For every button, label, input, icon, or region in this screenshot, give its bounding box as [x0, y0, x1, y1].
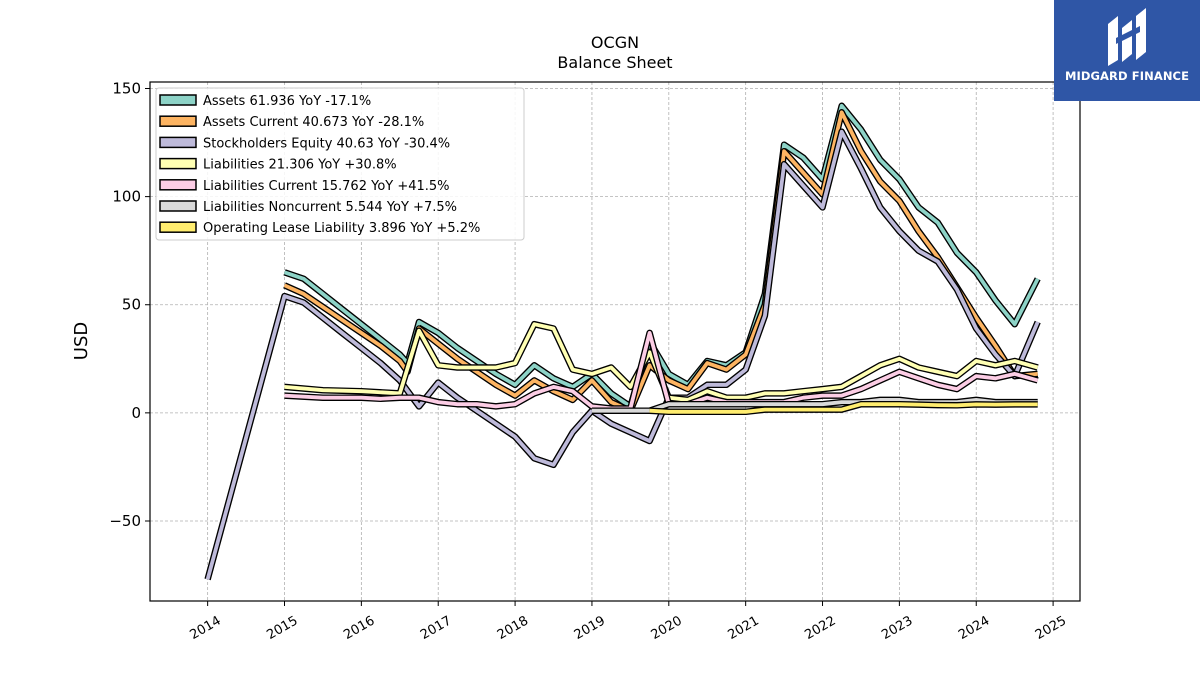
series-line: [649, 402, 1038, 414]
legend: Assets 61.936 YoY -17.1% Assets Current 4…: [155, 87, 525, 241]
legend-swatch: [159, 157, 197, 170]
series-operating-lease-liability: [649, 400, 1038, 416]
legend-entry-label: Liabilities Current 15.762 YoY +41.5%: [203, 179, 450, 194]
legend-swatch: [159, 221, 197, 233]
y-axis-ticks: 150 100 50 0 −50: [109, 79, 150, 530]
x-axis-ticks: 2014 2015 2016 2017 2018 2019 2020 2021 2022 2023…: [187, 601, 1069, 643]
series-line: [284, 322, 1039, 402]
legend-entry-label: Assets 61.936 YoY -17.1%: [203, 94, 371, 109]
y-axis-label: USD: [71, 322, 92, 360]
x-tick-label: 2016: [341, 613, 377, 643]
x-tick-label: 2018: [495, 613, 531, 643]
series-line: [591, 398, 1038, 413]
y-tick-label: 100: [112, 188, 141, 206]
plot-frame: [149, 81, 1081, 602]
chart-title-group: OCGN Balance Sheet: [557, 33, 672, 72]
logo-mark-icon: [1108, 8, 1146, 66]
chart-title: OCGN: [591, 33, 639, 52]
legend-box: [155, 87, 525, 241]
legend-entry-label: Stockholders Equity 40.63 YoY -30.4%: [203, 136, 450, 151]
series-liabilities: [284, 320, 1039, 404]
legend-swatch: [159, 115, 197, 127]
x-tick-label: 2024: [956, 613, 992, 643]
y-tick-label: 50: [122, 296, 141, 314]
chart-subtitle: Balance Sheet: [557, 53, 672, 72]
x-tick-label: 2020: [649, 613, 685, 643]
x-tick-label: 2022: [802, 613, 838, 643]
midgard-finance-logo: MIDGARD FINANCE: [1054, 0, 1200, 101]
y-tick-label: −50: [109, 512, 141, 530]
logo-text: MIDGARD FINANCE: [1064, 69, 1190, 83]
x-tick-label: 2023: [879, 613, 915, 643]
x-tick-label: 2015: [264, 613, 300, 643]
x-tick-label: 2019: [572, 613, 608, 643]
x-tick-label: 2021: [726, 613, 762, 643]
series-line: [205, 129, 1040, 580]
y-tick-label: 150: [112, 79, 141, 97]
legend-swatch: [159, 94, 197, 106]
legend-entry-label: Operating Lease Liability 3.896 YoY +5.2…: [203, 221, 480, 236]
series-stockholders-equity: [204, 128, 1041, 581]
legend-swatch: [159, 136, 197, 149]
legend-entry-label: Liabilities 21.306 YoY +30.8%: [203, 158, 397, 173]
legend-swatch: [159, 179, 197, 191]
series-group: [204, 102, 1041, 581]
y-tick-label: 0: [131, 404, 141, 422]
x-tick-label: 2025: [1033, 613, 1069, 643]
series-liabilities-noncurrent: [591, 396, 1038, 414]
x-tick-label: 2014: [187, 613, 223, 643]
x-tick-label: 2017: [418, 613, 454, 643]
legend-swatch: [159, 200, 197, 212]
legend-entry-label: Liabilities Noncurrent 5.544 YoY +7.5%: [203, 200, 457, 215]
legend-entry-label: Assets Current 40.673 YoY -28.1%: [203, 115, 424, 130]
